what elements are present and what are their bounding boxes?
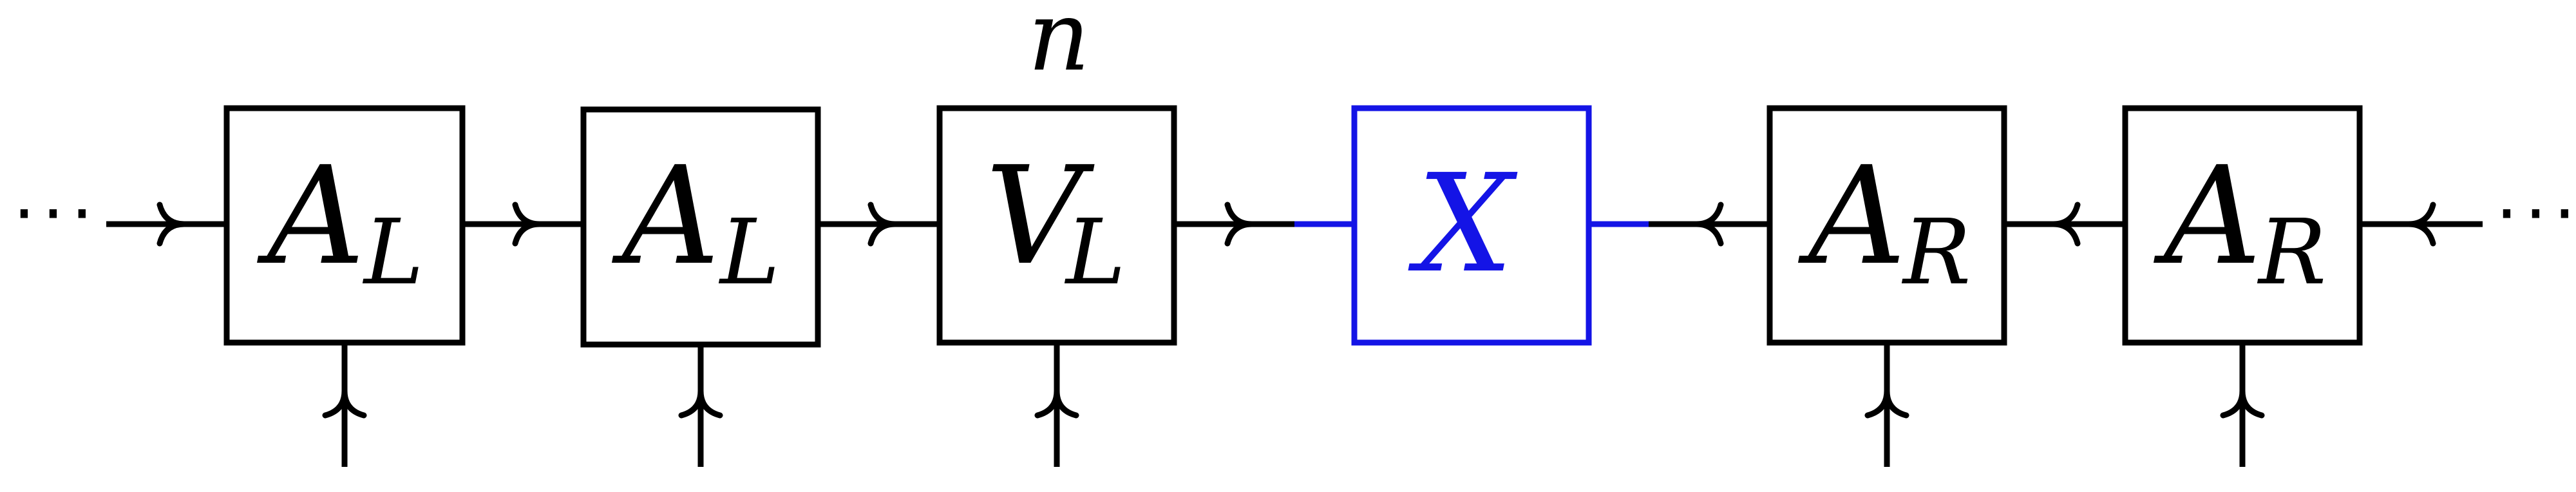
- tensor-AR-2: A R: [2122, 105, 2363, 346]
- arrow-up-icon: [322, 388, 367, 419]
- tensor-AL-1-symbol: A: [257, 137, 365, 295]
- tensor-X-symbol: X: [1408, 145, 1518, 303]
- arrow-up-icon: [678, 388, 723, 419]
- index-label-n: n: [1028, 0, 1090, 93]
- tensor-VL: V L: [936, 105, 1177, 346]
- arrow-right-icon: [512, 202, 543, 247]
- arrow-up-icon: [1864, 388, 1909, 419]
- arrow-right-icon: [867, 202, 898, 247]
- left-ellipsis: ···: [13, 173, 100, 255]
- tensor-VL-symbol: V: [985, 137, 1095, 295]
- tensor-VL-subscript: L: [1064, 200, 1126, 305]
- tensor-AR-2-subscript: R: [2257, 200, 2326, 305]
- arrow-right-icon: [156, 202, 187, 247]
- tensor-AR-1: A R: [1766, 105, 2007, 346]
- arrow-left-icon: [2405, 202, 2436, 247]
- tensor-X: X: [1351, 105, 1592, 346]
- tensor-AL-1-subscript: L: [362, 200, 424, 305]
- tensor-AL-1: A L: [223, 105, 466, 346]
- tensor-AR-2-symbol: A: [2154, 137, 2262, 295]
- tensor-AL-2-subscript: L: [718, 200, 780, 305]
- tensor-AR-1-symbol: A: [1798, 137, 1906, 295]
- arrow-up-icon: [2220, 388, 2265, 419]
- arrow-left-icon: [1693, 202, 1724, 247]
- arrow-left-icon: [2050, 202, 2081, 247]
- arrow-up-icon: [1034, 388, 1079, 419]
- tensor-AR-1-subscript: R: [1901, 200, 1971, 305]
- tensor-AL-2-symbol: A: [612, 137, 720, 295]
- arrow-right-icon: [1224, 202, 1255, 247]
- tensor-AL-2: A L: [580, 106, 821, 348]
- right-ellipsis: ···: [2496, 173, 2576, 255]
